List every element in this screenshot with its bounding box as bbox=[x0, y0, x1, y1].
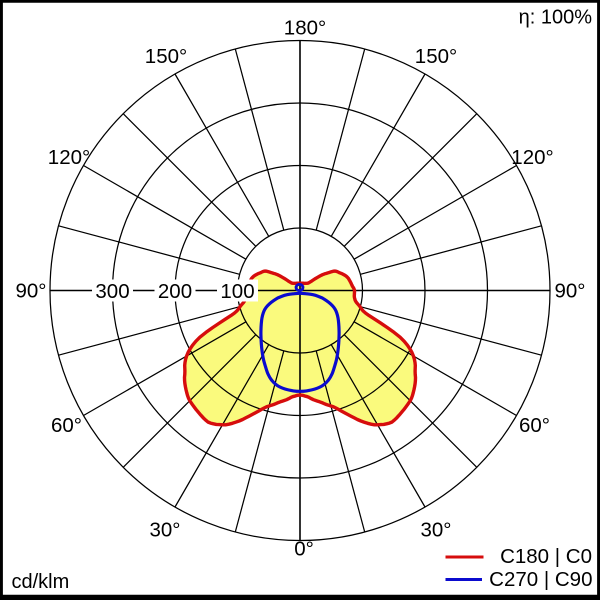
svg-text:180°: 180° bbox=[284, 17, 326, 40]
svg-text:60°: 60° bbox=[519, 414, 550, 437]
svg-text:30°: 30° bbox=[149, 519, 180, 542]
svg-text:300: 300 bbox=[95, 280, 129, 303]
svg-text:60°: 60° bbox=[51, 414, 82, 437]
svg-text:200: 200 bbox=[158, 280, 192, 303]
svg-text:η: 100%: η: 100% bbox=[519, 7, 593, 29]
svg-text:90°: 90° bbox=[15, 280, 46, 303]
svg-text:120°: 120° bbox=[48, 146, 90, 169]
svg-text:150°: 150° bbox=[415, 45, 457, 68]
svg-text:30°: 30° bbox=[420, 519, 451, 542]
svg-text:150°: 150° bbox=[145, 45, 187, 68]
svg-text:0°: 0° bbox=[294, 538, 314, 561]
svg-text:C180 | C0: C180 | C0 bbox=[500, 545, 592, 568]
svg-text:90°: 90° bbox=[554, 280, 585, 303]
svg-text:120°: 120° bbox=[511, 146, 553, 169]
svg-text:C270 | C90: C270 | C90 bbox=[489, 568, 592, 591]
svg-text:cd/klm: cd/klm bbox=[12, 571, 70, 593]
svg-text:100: 100 bbox=[220, 280, 254, 303]
